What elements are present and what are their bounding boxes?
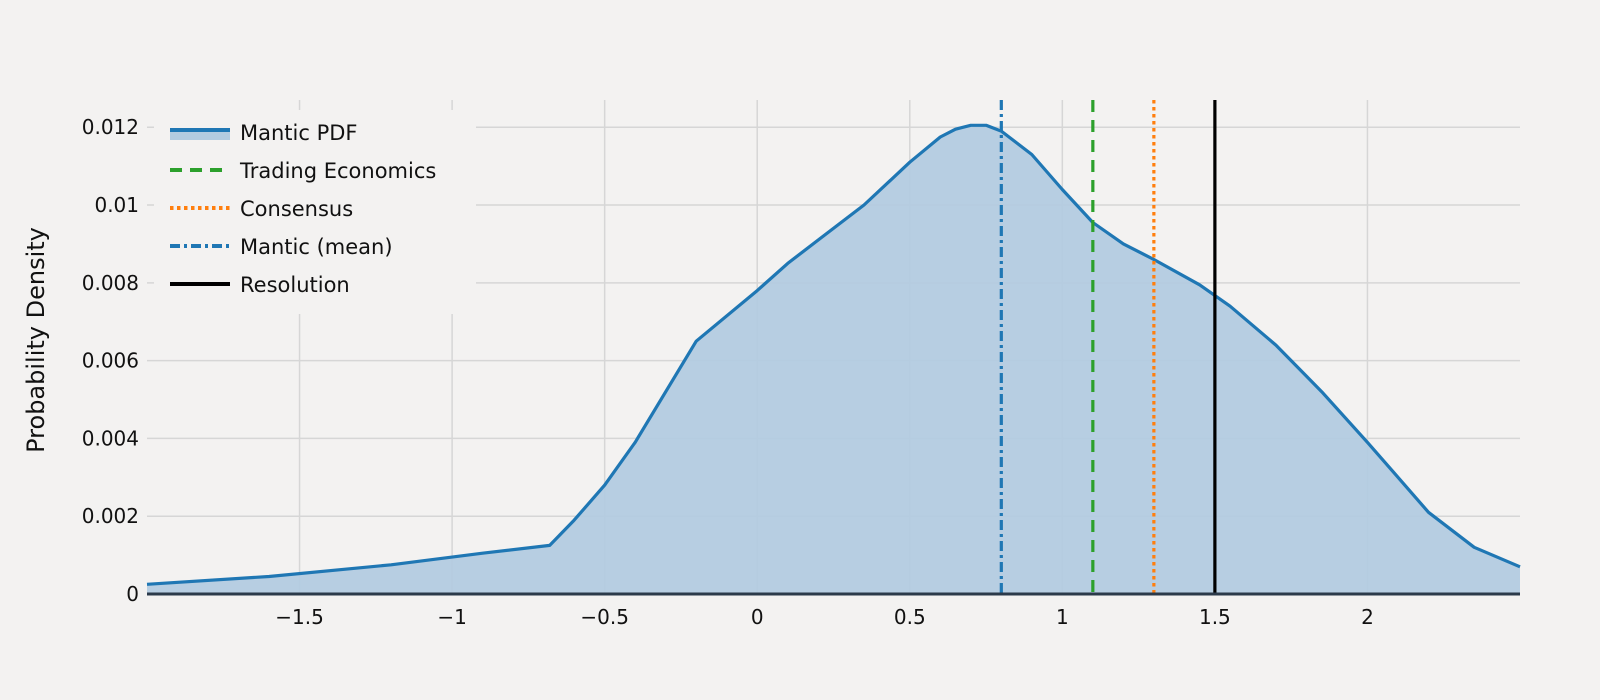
plot-area xyxy=(146,100,1521,595)
legend-label-mantic-mean: Mantic (mean) xyxy=(240,235,393,259)
x-tick-label: 0 xyxy=(751,605,764,629)
y-tick-label: 0.006 xyxy=(82,349,139,373)
legend-label-mantic-pdf: Mantic PDF xyxy=(240,121,358,145)
y-tick-label: 0.002 xyxy=(82,504,139,528)
y-tick-label: 0.008 xyxy=(82,271,139,295)
y-tick-label: 0 xyxy=(126,582,139,606)
x-tick-label: 2 xyxy=(1361,605,1374,629)
x-tick-label: 1 xyxy=(1056,605,1069,629)
x-tick-label: −1 xyxy=(437,605,466,629)
y-tick-label: 0.004 xyxy=(82,426,139,450)
legend-label-trading-economics: Trading Economics xyxy=(239,159,436,183)
axes: −1.5 −1 −0.5 0 0.5 1 1.5 2 0 0.002 0.004 0.006 0.008… xyxy=(82,115,1520,629)
y-axis-title: Probability Density xyxy=(22,227,50,453)
y-tick-label: 0.01 xyxy=(94,193,139,217)
x-tick-label: 0.5 xyxy=(894,605,926,629)
legend-label-resolution: Resolution xyxy=(240,273,350,297)
y-tick-label: 0.012 xyxy=(82,115,139,139)
pdf-area-fill xyxy=(147,125,1520,595)
x-tick-label: 1.5 xyxy=(1199,605,1231,629)
legend-label-consensus: Consensus xyxy=(240,197,353,221)
pdf-line xyxy=(146,123,1521,586)
x-tick-label: −1.5 xyxy=(275,605,324,629)
x-tick-label: −0.5 xyxy=(580,605,629,629)
legend-swatch-fill xyxy=(170,130,230,140)
legend: Mantic PDF Trading Economics Consensus Mant… xyxy=(154,110,476,314)
legend-background xyxy=(154,110,476,314)
